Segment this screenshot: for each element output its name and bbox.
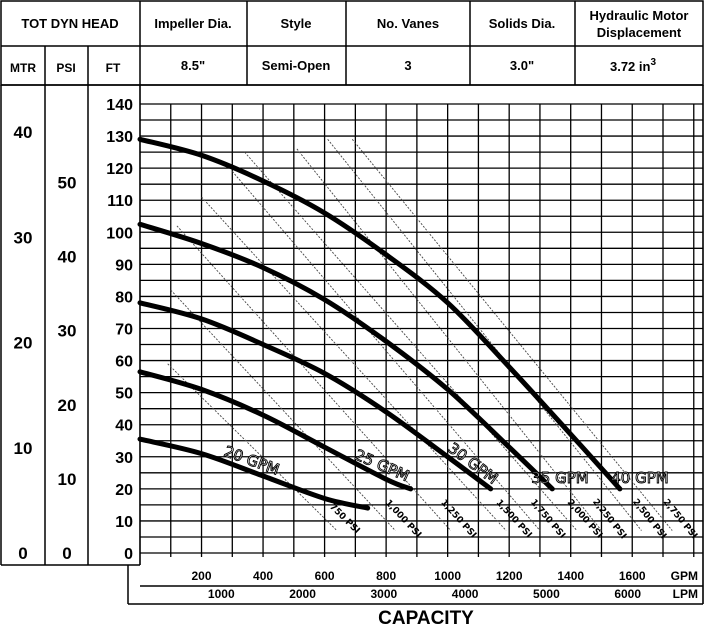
x-tick-gpm-200: 200	[192, 569, 212, 583]
y-tick-mtr-10: 10	[14, 439, 33, 458]
curve-30-gpm	[137, 300, 494, 492]
curve-35-gpm	[137, 221, 555, 492]
y-tick-psi-40: 40	[58, 248, 77, 267]
x-tick-lpm-1000: 1000	[208, 587, 235, 601]
y-tick-mtr-0: 0	[18, 544, 27, 563]
pressure-line-1-000-psi	[170, 289, 396, 531]
x-tick-gpm-400: 400	[253, 569, 273, 583]
y-tick-mtr-20: 20	[14, 334, 33, 353]
pressure-line-2-250-psi	[296, 148, 602, 531]
style-value: Semi-Open	[262, 58, 331, 73]
pressure-label-1-750-psi: 1,750 PSI	[528, 498, 567, 541]
motor-header-line2: Displacement	[597, 25, 682, 40]
curve-25-gpm	[137, 369, 414, 492]
motor-value-main: 3.72 in	[610, 59, 651, 74]
style-header: Style	[280, 16, 311, 31]
x-tick-gpm-1400: 1400	[557, 569, 584, 583]
y-tick-ft-70: 70	[115, 322, 133, 339]
y-tick-mtr-40: 40	[14, 123, 33, 142]
head-label: TOT DYN HEAD	[21, 16, 118, 31]
pressure-line-750-psi	[167, 363, 338, 531]
motor-header-line1: Hydraulic Motor	[590, 8, 689, 23]
x-unit-lpm: LPM	[673, 587, 698, 601]
x-tick-gpm-600: 600	[315, 569, 335, 583]
y-axis-ticks: 0102030405060708090100110120130140010203…	[14, 97, 134, 563]
impeller-dia-header: Impeller Dia.	[154, 16, 231, 31]
y-tick-ft-60: 60	[115, 354, 133, 371]
y-tick-ft-20: 20	[115, 482, 133, 499]
x-tick-gpm-800: 800	[376, 569, 396, 583]
y-tick-ft-10: 10	[115, 514, 133, 531]
motor-value: 3.72 in3	[610, 57, 656, 74]
spec-table	[0, 0, 704, 566]
y-tick-ft-110: 110	[107, 193, 133, 210]
y-tick-ft-40: 40	[115, 418, 133, 435]
pressure-line-1-750-psi	[231, 171, 541, 531]
x-tick-gpm-1000: 1000	[434, 569, 461, 583]
curve-40-gpm	[137, 136, 623, 492]
y-tick-psi-0: 0	[62, 544, 71, 563]
x-tick-lpm-5000: 5000	[533, 587, 560, 601]
curve-label-40-gpm: 40 GPM	[611, 469, 668, 487]
x-tick-gpm-1200: 1200	[496, 569, 523, 583]
pressure-line-1-500-psi	[201, 196, 507, 531]
y-tick-ft-90: 90	[115, 257, 133, 274]
y-tick-ft-80: 80	[115, 289, 133, 306]
y-tick-ft-100: 100	[106, 225, 133, 242]
x-unit-gpm: GPM	[671, 569, 698, 583]
x-tick-gpm-1600: 1600	[619, 569, 646, 583]
curve-20-gpm	[137, 436, 371, 511]
y-tick-ft-30: 30	[115, 450, 133, 467]
x-axis: 200 400 600 800 1000 1200 1400 1600 1000 2000 3000…	[127, 565, 703, 605]
vanes-header: No. Vanes	[377, 16, 439, 31]
y-tick-mtr-30: 30	[14, 228, 33, 247]
y-tick-ft-140: 140	[106, 97, 133, 114]
y-tick-psi-20: 20	[58, 396, 77, 415]
impeller-dia-value: 8.5"	[181, 58, 205, 73]
unit-mtr: MTR	[10, 61, 36, 75]
curve-label-35-gpm: 35 GPM	[531, 469, 588, 487]
unit-ft: FT	[106, 61, 121, 75]
y-tick-psi-50: 50	[58, 174, 77, 193]
x-tick-lpm-4000: 4000	[452, 587, 479, 601]
pressure-labels: 750 PSI 1,000 PSI 1,250 PSI 1,500 PSI1,750 …	[327, 497, 699, 541]
y-tick-ft-0: 0	[124, 546, 133, 563]
y-tick-ft-120: 120	[106, 161, 133, 178]
vanes-value: 3	[404, 58, 411, 73]
solids-header: Solids Dia.	[489, 16, 555, 31]
x-tick-lpm-3000: 3000	[370, 587, 397, 601]
x-tick-lpm-6000: 6000	[614, 587, 641, 601]
motor-value-sup: 3	[650, 57, 656, 68]
pressure-line-1-250-psi	[176, 225, 452, 531]
flow-curves	[137, 136, 623, 511]
pressure-lines	[167, 138, 673, 531]
y-tick-psi-30: 30	[58, 322, 77, 341]
x-tick-lpm-2000: 2000	[289, 587, 316, 601]
y-tick-ft-50: 50	[115, 386, 133, 403]
unit-psi: PSI	[56, 61, 75, 75]
pressure-line-2-750-psi	[351, 138, 673, 531]
y-tick-psi-10: 10	[58, 470, 77, 489]
y-tick-ft-130: 130	[106, 129, 133, 146]
solids-value: 3.0"	[510, 58, 534, 73]
x-axis-title: CAPACITY	[378, 608, 474, 629]
pressure-line-2-500-psi	[327, 138, 642, 531]
